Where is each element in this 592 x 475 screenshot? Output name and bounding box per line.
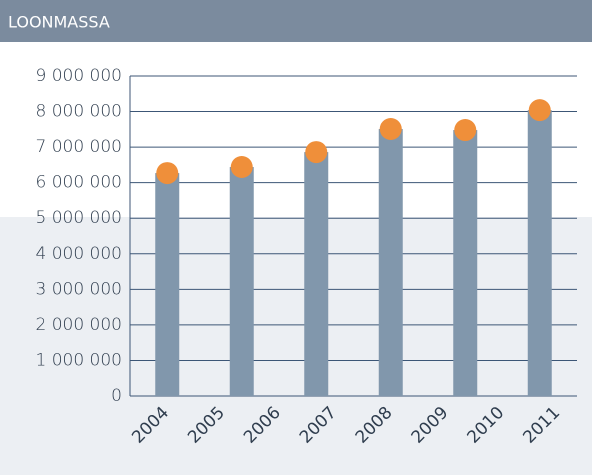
y-tick-label: 5 000 000 <box>35 208 122 228</box>
bar <box>155 173 180 396</box>
y-tick-label: 0 <box>111 386 122 406</box>
bar-marker <box>156 162 179 185</box>
y-tick-label: 2 000 000 <box>35 315 122 335</box>
y-tick-label: 7 000 000 <box>35 137 122 157</box>
y-tick-label: 3 000 000 <box>35 279 122 299</box>
bar-marker <box>528 99 551 122</box>
y-tick-label: 8 000 000 <box>35 102 122 122</box>
title-bar <box>0 0 592 42</box>
bar <box>453 130 478 397</box>
bar <box>304 152 329 396</box>
y-tick-label: 9 000 000 <box>35 66 122 86</box>
bar <box>229 167 254 396</box>
bar-marker <box>454 119 477 142</box>
y-tick-label: 1 000 000 <box>35 350 122 370</box>
bar-marker <box>305 141 328 164</box>
y-tick-label: 6 000 000 <box>35 173 122 193</box>
y-tick-label: 4 000 000 <box>35 244 122 264</box>
background-lower <box>0 217 592 475</box>
bar-marker <box>230 156 253 179</box>
bar <box>378 128 403 396</box>
bar <box>527 110 552 396</box>
bar-marker <box>379 117 402 140</box>
chart-title: LOONMASSA <box>8 13 110 32</box>
